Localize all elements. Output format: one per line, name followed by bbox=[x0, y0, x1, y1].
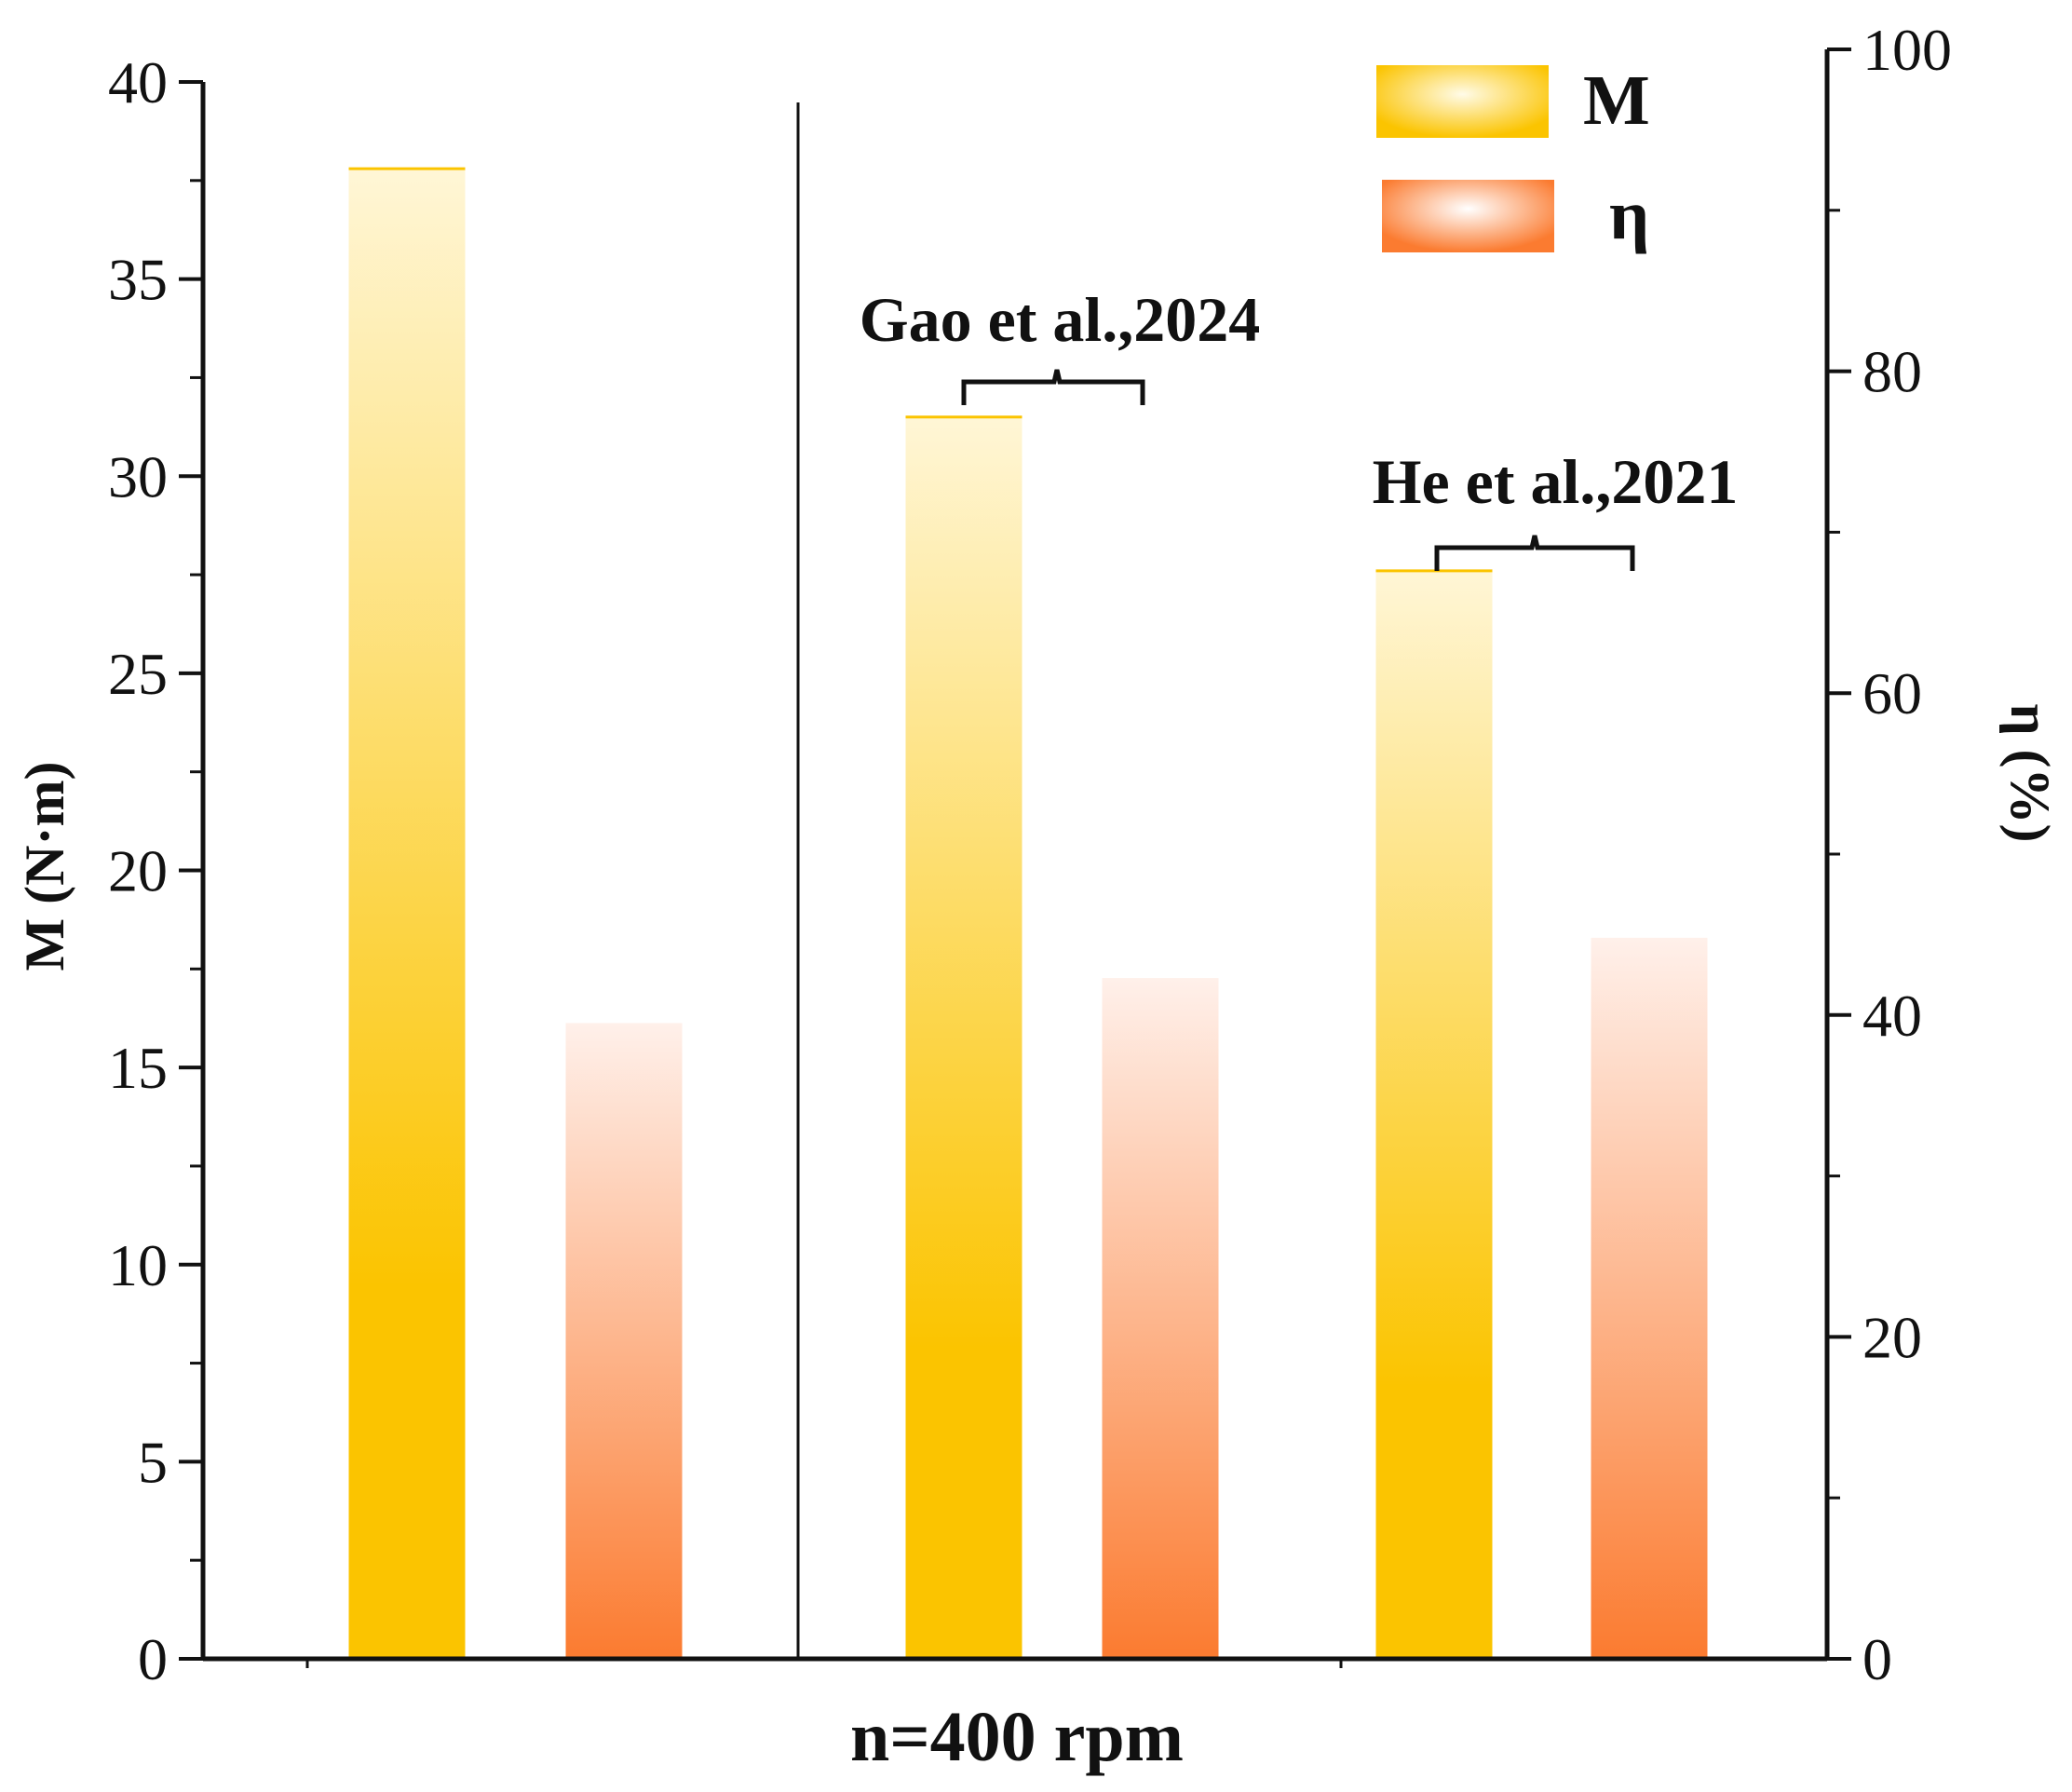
bar-eta-3 bbox=[1591, 937, 1708, 1659]
bar-m-1 bbox=[348, 169, 466, 1660]
y-left-tick-label: 0 bbox=[138, 1626, 168, 1692]
y-left-tick-label: 20 bbox=[108, 838, 168, 904]
x-axis-title: n=400 rpm bbox=[850, 1698, 1184, 1776]
annotation-gao-text: Gao et al.,2024 bbox=[860, 284, 1261, 355]
annotation-gao: Gao et al.,2024 bbox=[860, 284, 1261, 405]
y-right-tick-label: 0 bbox=[1862, 1626, 1892, 1692]
y-left-tick-label: 30 bbox=[108, 443, 168, 509]
annotation-gao-bracket bbox=[961, 369, 1145, 405]
y-right-tick-label: 20 bbox=[1862, 1304, 1922, 1370]
y-left-tick-label: 40 bbox=[108, 49, 168, 115]
bar-eta-1 bbox=[565, 1023, 683, 1659]
bar-m-3 bbox=[1375, 570, 1493, 1659]
legend-label-m: M bbox=[1583, 61, 1650, 140]
legend-swatch-eta bbox=[1382, 180, 1554, 252]
y-right-tick-label: 100 bbox=[1862, 17, 1952, 83]
bar-m-2 bbox=[905, 416, 1022, 1660]
y-left-tick-label: 10 bbox=[108, 1232, 168, 1298]
y-axis-left-title: M (N·m) bbox=[14, 762, 75, 971]
annotation-he-text: He et al.,2021 bbox=[1373, 446, 1739, 517]
y-right-tick-label: 80 bbox=[1862, 339, 1922, 405]
y-right-tick-label: 40 bbox=[1862, 983, 1922, 1049]
legend-label-eta: η bbox=[1609, 176, 1649, 254]
y-left-tick-label: 5 bbox=[138, 1429, 168, 1495]
y-right-tick-label: 60 bbox=[1862, 660, 1922, 726]
legend: M η bbox=[1376, 61, 1650, 254]
annotation-he: He et al.,2021 bbox=[1373, 446, 1739, 571]
y-axis-right-title: η (%) bbox=[1999, 703, 2061, 842]
y-left-tick-label: 15 bbox=[108, 1035, 168, 1101]
y-left-tick-label: 35 bbox=[108, 247, 168, 313]
y-left-tick-label: 25 bbox=[108, 641, 168, 707]
annotation-he-bracket bbox=[1434, 535, 1635, 571]
bar-eta-2 bbox=[1102, 978, 1219, 1659]
legend-swatch-m bbox=[1376, 65, 1549, 138]
